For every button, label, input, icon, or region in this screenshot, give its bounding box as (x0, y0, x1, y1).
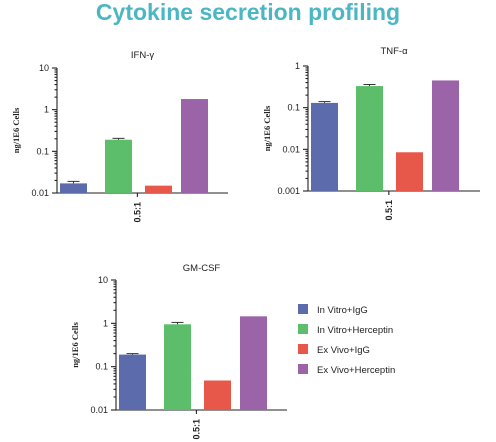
bar (119, 354, 146, 410)
x-tick-label: 0.5:1 (132, 202, 142, 223)
chart-panels: IFN-γ 0.01 0.1 1 10 ng/1E6 Cells 0.5:1 TNF-α 0.0… (11, 46, 480, 440)
y-tick-label: 10 (98, 275, 108, 285)
bar (432, 80, 459, 191)
legend-swatch (298, 304, 308, 314)
bar (240, 316, 267, 410)
y-axis-label: ng/1E6 Cells (11, 107, 21, 153)
legend-item: Ex Vivo+IgG (298, 344, 370, 356)
chart-title: IFN-γ (131, 50, 154, 61)
legend-item: In Vitro+Herceptin (298, 324, 393, 336)
chart-panel: TNF-α 0.001 0.01 0.1 1 ng/1E6 Cells 0.5:1 (262, 46, 480, 221)
legend-swatch (298, 364, 308, 374)
legend-label: In Vitro+Herceptin (317, 325, 393, 336)
legend-item: In Vitro+IgG (298, 304, 368, 316)
y-tick-label: 1 (44, 105, 49, 115)
x-tick-label: 0.5:1 (384, 200, 394, 221)
y-tick-label: 0.1 (287, 103, 300, 113)
bar (311, 102, 338, 191)
chart-title: TNF-α (380, 46, 408, 57)
legend-swatch (298, 344, 308, 354)
bar (204, 380, 231, 410)
chart-title: GM-CSF (183, 263, 221, 274)
y-tick-label: 1 (295, 61, 300, 71)
bar (145, 185, 172, 193)
x-tick-label: 0.5:1 (191, 419, 201, 440)
y-tick-label: 10 (39, 63, 49, 73)
chart-panel: IFN-γ 0.01 0.1 1 10 ng/1E6 Cells 0.5:1 (11, 50, 228, 223)
bar (181, 99, 208, 193)
bar (105, 139, 132, 193)
legend-swatch (298, 324, 308, 334)
y-tick-label: 0.1 (95, 362, 108, 372)
y-axis-label: ng/1E6 Cells (70, 322, 80, 368)
y-tick-label: 0.001 (277, 186, 300, 196)
bar (396, 152, 423, 191)
legend-label: In Vitro+IgG (317, 305, 368, 316)
y-axis-label: ng/1E6 Cells (262, 105, 272, 151)
legend-label: Ex Vivo+Herceptin (317, 365, 395, 376)
y-tick-label: 0.01 (31, 188, 49, 198)
bar (60, 183, 87, 193)
page-title: Cytokine secretion profiling (96, 0, 400, 25)
y-tick-label: 0.1 (36, 146, 49, 156)
y-tick-label: 1 (103, 318, 108, 328)
bar (356, 86, 383, 191)
legend-label: Ex Vivo+IgG (317, 345, 370, 356)
y-tick-label: 0.01 (282, 144, 300, 154)
bar (164, 324, 191, 410)
y-tick-label: 0.01 (90, 405, 108, 415)
chart-panel: GM-CSF 0.01 0.1 1 10 ng/1E6 Cells 0.5:1 (70, 263, 287, 440)
legend: In Vitro+IgG In Vitro+Herceptin Ex Vivo+Ig… (298, 304, 395, 376)
legend-item: Ex Vivo+Herceptin (298, 364, 395, 376)
